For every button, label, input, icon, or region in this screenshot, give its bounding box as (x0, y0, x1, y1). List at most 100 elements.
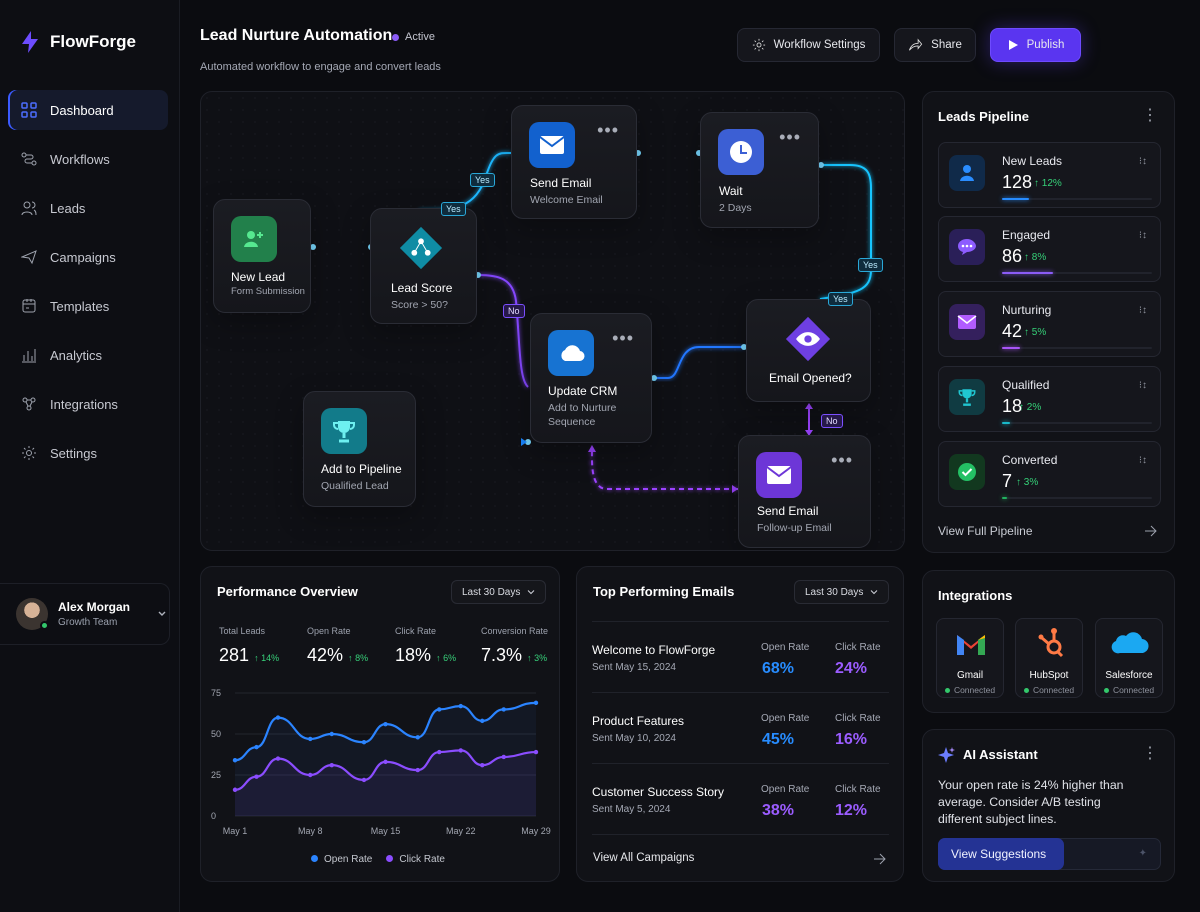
pipeline-item-converted[interactable]: ⁝↕ Converted 7 ↑ 3% (938, 441, 1161, 507)
share-button[interactable]: Share (894, 28, 976, 62)
view-all-campaigns-link[interactable]: View All Campaigns (593, 852, 695, 864)
y-tick-label: 25 (211, 770, 221, 780)
date-range-select[interactable]: Last 30 Days (451, 580, 546, 604)
pipeline-item-new-leads[interactable]: ⁝↕ New Leads 128 ↑ 12% (938, 142, 1161, 208)
email-date: Sent May 10, 2024 (592, 733, 676, 744)
pipeline-label: Nurturing (1002, 303, 1052, 317)
sidebar-item-workflows[interactable]: Workflows (8, 139, 168, 179)
drag-handle-icon[interactable]: ⁝↕ (1138, 230, 1147, 241)
publish-label: Publish (1026, 39, 1065, 51)
pipeline-item-nurturing[interactable]: ⁝↕ Nurturing 42 ↑ 5% (938, 291, 1161, 357)
metric-value: 18% ↑ 6% (395, 645, 475, 666)
open-rate-label: Open Rate (761, 713, 810, 724)
brand[interactable]: FlowForge (20, 30, 136, 54)
sidebar-item-integrations[interactable]: Integrations (8, 384, 168, 424)
pipeline-change-value: 8% (1031, 252, 1047, 263)
date-range-select[interactable]: Last 30 Days (794, 580, 889, 604)
pipeline-change: ↑ 2% (1019, 402, 1042, 413)
node-title: Update CRM (548, 384, 618, 398)
more-options-icon[interactable]: ⋮ (1142, 745, 1158, 762)
data-point (501, 707, 506, 712)
page-subtitle: Automated workflow to engage and convert… (200, 61, 441, 73)
drag-handle-icon[interactable]: ⁝↕ (1138, 455, 1147, 466)
sidebar-item-analytics[interactable]: Analytics (8, 335, 168, 375)
more-options-icon[interactable]: ••• (779, 127, 801, 147)
email-row[interactable]: Welcome to FlowForge Sent May 15, 2024 O… (592, 621, 889, 692)
pipeline-label: Engaged (1002, 228, 1051, 242)
pipeline-progress-fill (1002, 497, 1007, 499)
pipeline-change: ↑ 12% (1034, 178, 1062, 189)
integration-gmail[interactable]: Gmail Connected (936, 618, 1004, 698)
node-subtitle: Follow-up Email (757, 522, 832, 534)
date-range-value: Last 30 Days (805, 586, 864, 598)
metric-value: 281 ↑ 14% (219, 645, 309, 666)
click-rate-value: 12% (835, 802, 868, 819)
workflow-node-add-to-pipeline[interactable]: Add to Pipeline Qualified Lead (303, 391, 416, 507)
sidebar-item-campaigns[interactable]: Campaigns (8, 237, 168, 277)
metric-change-value: 8% (355, 653, 369, 663)
legend-open-rate: Open Rate (311, 854, 372, 865)
workflow-node-wait[interactable]: ••• Wait 2 Days (700, 112, 819, 228)
more-options-icon[interactable]: ••• (597, 120, 619, 140)
workflow-node-email-opened[interactable]: Email Opened? (746, 299, 871, 402)
sidebar-item-dashboard[interactable]: Dashboard (8, 90, 168, 130)
status-label: Active (405, 31, 435, 43)
connector-followup-loop (590, 446, 738, 490)
connector-wait-to-opened (819, 164, 872, 300)
metric-value: 7.3% ↑ 3% (481, 645, 561, 666)
metric-change-value: 14% (261, 653, 280, 663)
node-subtitle: Score > 50? (391, 299, 448, 311)
publish-button[interactable]: Publish (990, 28, 1081, 62)
email-row[interactable]: Customer Success Story Sent May 5, 2024 … (592, 763, 889, 834)
user-profile[interactable]: Alex Morgan Growth Team (0, 583, 170, 645)
data-point (383, 721, 388, 727)
drag-handle-icon[interactable]: ⁝↕ (1138, 156, 1147, 167)
top-performing-emails-card: Top Performing Emails Last 30 Days Welco… (576, 566, 904, 882)
arrow-right-icon[interactable] (1144, 525, 1157, 537)
decision-icon (398, 225, 444, 271)
pipeline-progress-track (1002, 198, 1152, 200)
workflow-node-send-welcome-email[interactable]: ••• Send Email Welcome Email (511, 105, 637, 219)
pipeline-value: 42 (1002, 321, 1023, 341)
more-options-icon[interactable]: ••• (612, 328, 634, 348)
workflow-node-lead-score[interactable]: Lead Score Score > 50? (370, 208, 477, 324)
share-icon (909, 38, 923, 51)
email-row[interactable]: Product Features Sent May 10, 2024 Open … (592, 692, 889, 763)
sidebar-item-leads[interactable]: Leads (8, 188, 168, 228)
email-title: Welcome to FlowForge (592, 643, 716, 657)
workflow-node-new-lead[interactable]: New Lead Form Submission (213, 199, 311, 313)
workflow-node-update-crm[interactable]: ••• Update CRM Add to Nurture Sequence (530, 313, 652, 443)
more-options-icon[interactable]: ⋮ (1142, 107, 1158, 124)
chevron-down-icon (527, 590, 535, 595)
node-title: Send Email (530, 176, 592, 190)
data-point (533, 700, 539, 706)
chevron-down-icon[interactable] (157, 609, 167, 619)
connector-score-no (477, 274, 529, 388)
drag-handle-icon[interactable]: ⁝↕ (1138, 380, 1147, 391)
view-full-pipeline-link[interactable]: View Full Pipeline (938, 524, 1033, 538)
pipeline-change: ↑ 3% (1016, 477, 1039, 488)
trophy-icon (949, 379, 985, 415)
integration-salesforce[interactable]: Salesforce Connected (1095, 618, 1163, 698)
data-point (361, 777, 367, 783)
click-rate-label: Click Rate (835, 784, 881, 795)
data-point (480, 718, 485, 724)
more-options-icon[interactable]: ••• (831, 450, 853, 470)
metric-change: ↑ 3% (527, 653, 548, 663)
pipeline-progress-track (1002, 422, 1152, 424)
legend-click-rate-swatch (386, 855, 394, 862)
email-title: Product Features (592, 714, 685, 728)
workflow-settings-button[interactable]: Workflow Settings (737, 28, 880, 62)
pipeline-item-engaged[interactable]: ⁝↕ Engaged 86 ↑ 8% (938, 216, 1161, 282)
workflow-node-send-followup-email[interactable]: ••• Send Email Follow-up Email (738, 435, 871, 548)
sidebar-item-templates[interactable]: Templates (8, 286, 168, 326)
pipeline-change-value: 5% (1031, 327, 1047, 338)
y-tick-label: 0 (211, 811, 216, 821)
user-role: Growth Team (58, 617, 118, 628)
arrow-right-icon[interactable] (873, 853, 886, 865)
integration-hubspot[interactable]: HubSpot Connected (1015, 618, 1083, 698)
sidebar-item-settings[interactable]: Settings (8, 433, 168, 473)
pipeline-item-qualified[interactable]: ⁝↕ Qualified 18 ↑ 2% (938, 366, 1161, 432)
view-suggestions-button[interactable]: View Suggestions (938, 838, 1064, 870)
drag-handle-icon[interactable]: ⁝↕ (1138, 305, 1147, 316)
